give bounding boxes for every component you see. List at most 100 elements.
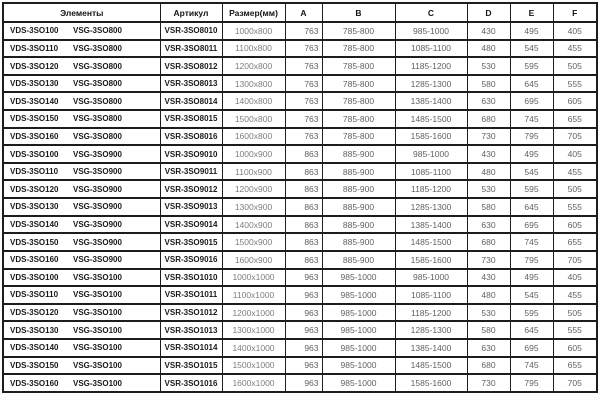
vsg-code: VSG-3SO100: [73, 290, 122, 300]
vds-code: VDS-3SO140: [10, 343, 59, 353]
size-value: 1400x1000: [221, 337, 286, 358]
vds-code: VDS-3SO130: [10, 202, 59, 212]
value-a: 863: [284, 197, 323, 217]
vsg-code: VSG-3SO800: [73, 61, 122, 71]
vsg-code: VSG-3SO900: [73, 255, 122, 265]
size-value: 1100x900: [221, 161, 286, 182]
vsg-code: VSG-3SO900: [73, 149, 122, 159]
vds-code: VDS-3SO130: [10, 325, 59, 335]
value-e: 495: [509, 21, 554, 41]
vds-code: VDS-3SO100: [10, 272, 59, 282]
table-row: VDS-3SO130 VSG-3SO800 VSR-3SO8013 1300x80…: [2, 73, 598, 94]
size-value: 1600x1000: [221, 373, 286, 393]
table-row: VDS-3SO130 VSG-3SO100 VSR-3SO1013 1300x10…: [2, 320, 598, 340]
article-code: VSR-3SO8015: [159, 109, 223, 129]
value-d: 430: [466, 267, 511, 288]
value-f: 655: [552, 355, 598, 376]
value-e: 795: [509, 249, 554, 270]
value-b: 985-1000: [321, 320, 396, 340]
article-code: VSR-3SO8016: [159, 126, 223, 147]
value-a: 863: [284, 214, 323, 235]
vds-code: VDS-3SO120: [10, 61, 59, 71]
value-d: 480: [466, 161, 511, 182]
header-f: F: [552, 2, 598, 23]
elements-cell: VDS-3SO100 VSG-3SO800: [2, 21, 161, 41]
value-b: 785-800: [321, 38, 396, 59]
vsg-code: VSG-3SO900: [73, 167, 122, 177]
elements-cell: VDS-3SO130 VSG-3SO100: [2, 320, 161, 340]
vds-code: VDS-3SO140: [10, 96, 59, 106]
table-row: VDS-3SO120 VSG-3SO800 VSR-3SO8012 1200x80…: [2, 56, 598, 76]
value-c: 985-1000: [394, 144, 468, 164]
table-row: VDS-3SO100 VSG-3SO100 VSR-3SO1010 1000x10…: [2, 267, 598, 288]
elements-cell: VDS-3SO140 VSG-3SO100: [2, 337, 161, 358]
value-f: 605: [552, 91, 598, 112]
article-code: VSR-3SO1013: [159, 320, 223, 340]
article-code: VSR-3SO8010: [159, 21, 223, 41]
value-a: 963: [284, 302, 323, 323]
vds-code: VDS-3SO110: [10, 290, 59, 300]
spec-table: Элементы Артикул Размер(мм) A B C D E F …: [2, 2, 598, 393]
vds-code: VDS-3SO140: [10, 220, 59, 229]
value-b: 785-800: [321, 21, 396, 41]
value-c: 1185-1200: [394, 179, 468, 200]
elements-cell: VDS-3SO120 VSG-3SO900: [2, 179, 161, 200]
value-a: 863: [284, 161, 323, 182]
value-f: 405: [552, 21, 598, 41]
value-f: 705: [552, 249, 598, 270]
value-e: 695: [509, 214, 554, 235]
table-row: VDS-3SO120 VSG-3SO100 VSR-3SO1012 1200x10…: [2, 302, 598, 323]
value-d: 480: [466, 285, 511, 305]
value-e: 795: [509, 126, 554, 147]
value-b: 985-1000: [321, 302, 396, 323]
vsg-code: VSG-3SO100: [73, 360, 122, 370]
elements-cell: VDS-3SO130 VSG-3SO800: [2, 73, 161, 94]
value-e: 745: [509, 109, 554, 129]
value-b: 885-900: [321, 144, 396, 164]
vsg-code: VSG-3SO100: [73, 272, 122, 282]
value-e: 645: [509, 197, 554, 217]
value-e: 595: [509, 179, 554, 200]
value-e: 545: [509, 285, 554, 305]
value-f: 455: [552, 161, 598, 182]
vsg-code: VSG-3SO100: [73, 325, 122, 335]
vsg-code: VSG-3SO800: [73, 79, 122, 89]
value-c: 1085-1100: [394, 285, 468, 305]
value-f: 505: [552, 56, 598, 76]
value-d: 580: [466, 197, 511, 217]
size-value: 1000x1000: [221, 267, 286, 288]
vds-code: VDS-3SO100: [10, 149, 59, 159]
value-c: 1585-1600: [394, 373, 468, 393]
table-row: VDS-3SO140 VSG-3SO100 VSR-3SO1014 1400x10…: [2, 337, 598, 358]
value-e: 545: [509, 38, 554, 59]
value-f: 655: [552, 109, 598, 129]
article-code: VSR-3SO1010: [159, 267, 223, 288]
size-value: 1200x900: [221, 179, 286, 200]
size-value: 1500x1000: [221, 355, 286, 376]
elements-cell: VDS-3SO110 VSG-3SO800: [2, 38, 161, 59]
value-b: 885-900: [321, 197, 396, 217]
value-c: 1185-1200: [394, 56, 468, 76]
elements-cell: VDS-3SO100 VSG-3SO900: [2, 144, 161, 164]
value-a: 963: [284, 267, 323, 288]
value-d: 630: [466, 337, 511, 358]
elements-cell: VDS-3SO110 VSG-3SO900: [2, 161, 161, 182]
vsg-code: VSG-3SO900: [73, 202, 122, 212]
value-d: 730: [466, 126, 511, 147]
table-row: VDS-3SO120 VSG-3SO900 VSR-3SO9012 1200x90…: [2, 179, 598, 200]
article-code: VSR-3SO1012: [159, 302, 223, 323]
value-b: 985-1000: [321, 285, 396, 305]
value-d: 580: [466, 73, 511, 94]
value-e: 695: [509, 91, 554, 112]
elements-cell: VDS-3SO140 VSG-3SO800: [2, 91, 161, 112]
value-c: 1185-1200: [394, 302, 468, 323]
value-c: 1485-1500: [394, 109, 468, 129]
value-c: 1585-1600: [394, 126, 468, 147]
elements-cell: VDS-3SO130 VSG-3SO900: [2, 197, 161, 217]
value-c: 1285-1300: [394, 197, 468, 217]
elements-cell: VDS-3SO150 VSG-3SO100: [2, 355, 161, 376]
elements-cell: VDS-3SO100 VSG-3SO100: [2, 267, 161, 288]
value-b: 885-900: [321, 249, 396, 270]
size-value: 1500x900: [221, 232, 286, 252]
size-value: 1000x900: [221, 144, 286, 164]
